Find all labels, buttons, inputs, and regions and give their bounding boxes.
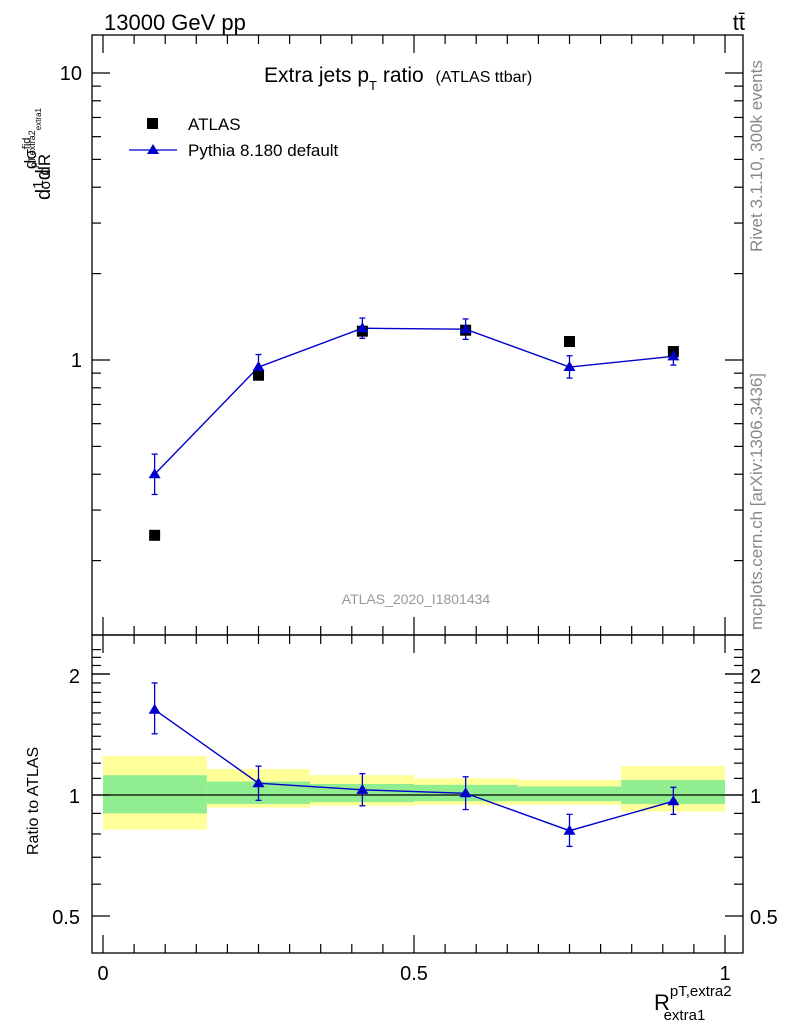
ylabel-dR: dR — [35, 154, 54, 176]
chart-title-tail: ratio — [377, 64, 424, 87]
ratio-inner-band — [517, 786, 622, 802]
legend-atlas-marker — [147, 118, 158, 129]
main-data-marks — [148, 317, 680, 541]
ylabel-fid: fid — [21, 138, 33, 150]
ylabel-d1: d — [33, 189, 55, 200]
ylabel-extra1: extra1 — [34, 107, 43, 130]
atlas-data-point — [564, 336, 575, 348]
ylabel-p: p — [29, 162, 40, 168]
mcplots-source-label: mcplots.cern.ch [arXiv:1306.3436] — [747, 372, 766, 630]
chart-title-subscript: T — [369, 78, 377, 93]
ratio-series-line — [154, 709, 674, 832]
ratio-data-marks — [148, 682, 680, 848]
ratio-y-tick-label-2-right: 2 — [750, 666, 761, 688]
ratio-data-point — [667, 795, 680, 806]
pythia-data-point — [148, 468, 161, 479]
pythia-data-point — [252, 361, 265, 372]
legend-atlas-label: ATLAS — [188, 115, 241, 134]
process-label: tt̄ — [733, 10, 745, 35]
chart-title: Extra jets pT ratio (ATLAS ttbar) — [264, 64, 532, 93]
ratio-uncertainty-bands — [103, 756, 725, 830]
ratio-axis-ticks — [92, 635, 743, 953]
main-y-axis-label: d1σddσfiddRpT,extra2extra1 — [21, 107, 55, 200]
ratio-data-point — [356, 783, 369, 794]
ylabel-d2: d — [33, 169, 55, 180]
legend-pythia-label: Pythia 8.180 default — [188, 141, 339, 160]
ratio-y-axis-label: Ratio to ATLAS — [25, 747, 42, 855]
ylabel-sigma: σ — [37, 180, 54, 190]
ratio-data-point — [252, 777, 265, 788]
ylabel-dsigma: dσ — [21, 149, 40, 169]
x-tick-label-0.5: 0.5 — [400, 963, 428, 985]
y-tick-label-10: 10 — [60, 63, 82, 85]
ratio-y-tick-label-1-right: 1 — [750, 786, 761, 808]
x-axis-label-main: R — [654, 990, 670, 1015]
x-axis-label-sub: extra1 — [664, 1007, 706, 1024]
atlas-data-point — [149, 529, 161, 541]
ylabel-one: 1 — [30, 181, 47, 189]
ratio-y-tick-label-2: 2 — [69, 666, 80, 688]
chart-title-suffix: (ATLAS ttbar) — [436, 69, 533, 86]
pythia-series-line — [154, 327, 674, 475]
pythia-data-point — [563, 361, 576, 372]
ratio-y-tick-label-0.5: 0.5 — [52, 907, 80, 929]
energy-label: 13000 GeV pp — [104, 10, 246, 35]
ratio-inner-band — [103, 775, 207, 814]
ratio-data-point — [563, 824, 576, 835]
ratio-y-tick-label-1: 1 — [69, 786, 80, 808]
ratio-data-point — [148, 703, 161, 714]
ratio-y-tick-label-0.5-right: 0.5 — [750, 907, 778, 929]
ylabel-T-extra2: T,extra2 — [27, 130, 37, 162]
x-tick-label-1: 1 — [719, 963, 730, 985]
ratio-data-point — [459, 787, 472, 798]
rivet-version-label: Rivet 3.1.10, 300k events — [747, 60, 766, 252]
analysis-label: ATLAS_2020_I1801434 — [342, 591, 491, 607]
y-tick-label-1: 1 — [71, 350, 82, 372]
pythia-data-point — [459, 323, 472, 334]
x-axis-label: RpT,extra2 extra1 — [654, 983, 732, 1024]
pythia-data-point — [356, 322, 369, 333]
ratio-panel-frame — [91, 634, 744, 954]
legend-pythia-marker — [147, 144, 159, 154]
chart-title-main: Extra jets p — [264, 64, 369, 87]
x-axis-label-sup: pT,extra2 — [670, 983, 732, 1000]
atlas-data-point — [253, 369, 264, 381]
legend: ATLAS Pythia 8.180 default — [129, 115, 339, 160]
pythia-data-point — [667, 350, 680, 361]
main-axis-ticks — [92, 35, 743, 635]
x-tick-label-0: 0 — [97, 963, 108, 985]
